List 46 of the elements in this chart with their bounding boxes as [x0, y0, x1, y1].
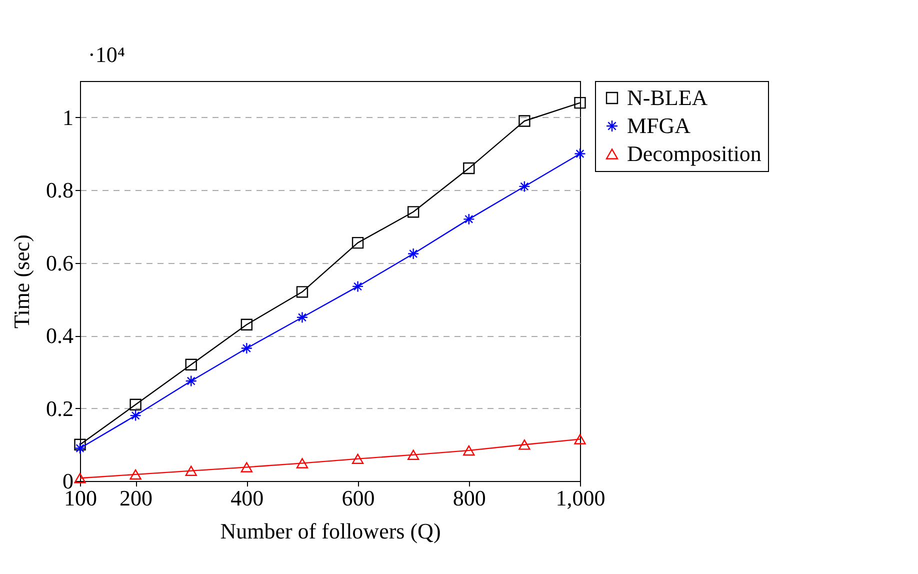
- point: [352, 236, 364, 249]
- y-tick-label: 0.4: [46, 323, 74, 348]
- point: [407, 206, 420, 218]
- point: [518, 115, 530, 127]
- y-axis-title: Time (sec): [9, 234, 34, 328]
- point: [185, 375, 197, 387]
- point: [74, 442, 86, 454]
- point: [352, 280, 364, 292]
- y-tick-label: 1: [62, 104, 74, 130]
- point: [130, 469, 142, 480]
- x-tick-label: 200: [120, 486, 153, 510]
- y-tick-label: 0.2: [46, 396, 74, 421]
- point: [518, 439, 530, 450]
- point: [296, 286, 308, 298]
- legend-label: MFGA: [627, 113, 691, 138]
- point: [463, 445, 475, 456]
- y-tick-label: 0.6: [46, 250, 74, 276]
- point: [574, 96, 586, 109]
- legend-label: Decomposition: [627, 141, 762, 166]
- point: [407, 248, 420, 260]
- point: [574, 434, 586, 444]
- point: [296, 312, 308, 324]
- point: [518, 180, 530, 192]
- point: [296, 458, 308, 468]
- x-tick-label: 600: [342, 486, 375, 510]
- point: [463, 162, 475, 174]
- point: [463, 213, 475, 226]
- point: [352, 454, 364, 464]
- x-tick-label: 800: [452, 486, 486, 510]
- point: [130, 410, 142, 422]
- x-tick-label: 1,000: [556, 486, 606, 510]
- x-tick-label: 400: [230, 486, 264, 510]
- point: [74, 472, 86, 484]
- point: [240, 462, 253, 472]
- point: [185, 358, 197, 370]
- point: [74, 438, 86, 450]
- y-tick-label: 0.8: [46, 178, 74, 203]
- point: [240, 318, 253, 330]
- point: [240, 342, 253, 354]
- point: [185, 466, 197, 476]
- text: ·10⁴: [88, 42, 126, 67]
- point: [407, 450, 420, 460]
- x-axis-title: Number of followers (Q): [220, 518, 441, 544]
- point: [574, 148, 586, 160]
- point: [130, 398, 142, 410]
- legend-label: N-BLEA: [627, 85, 708, 110]
